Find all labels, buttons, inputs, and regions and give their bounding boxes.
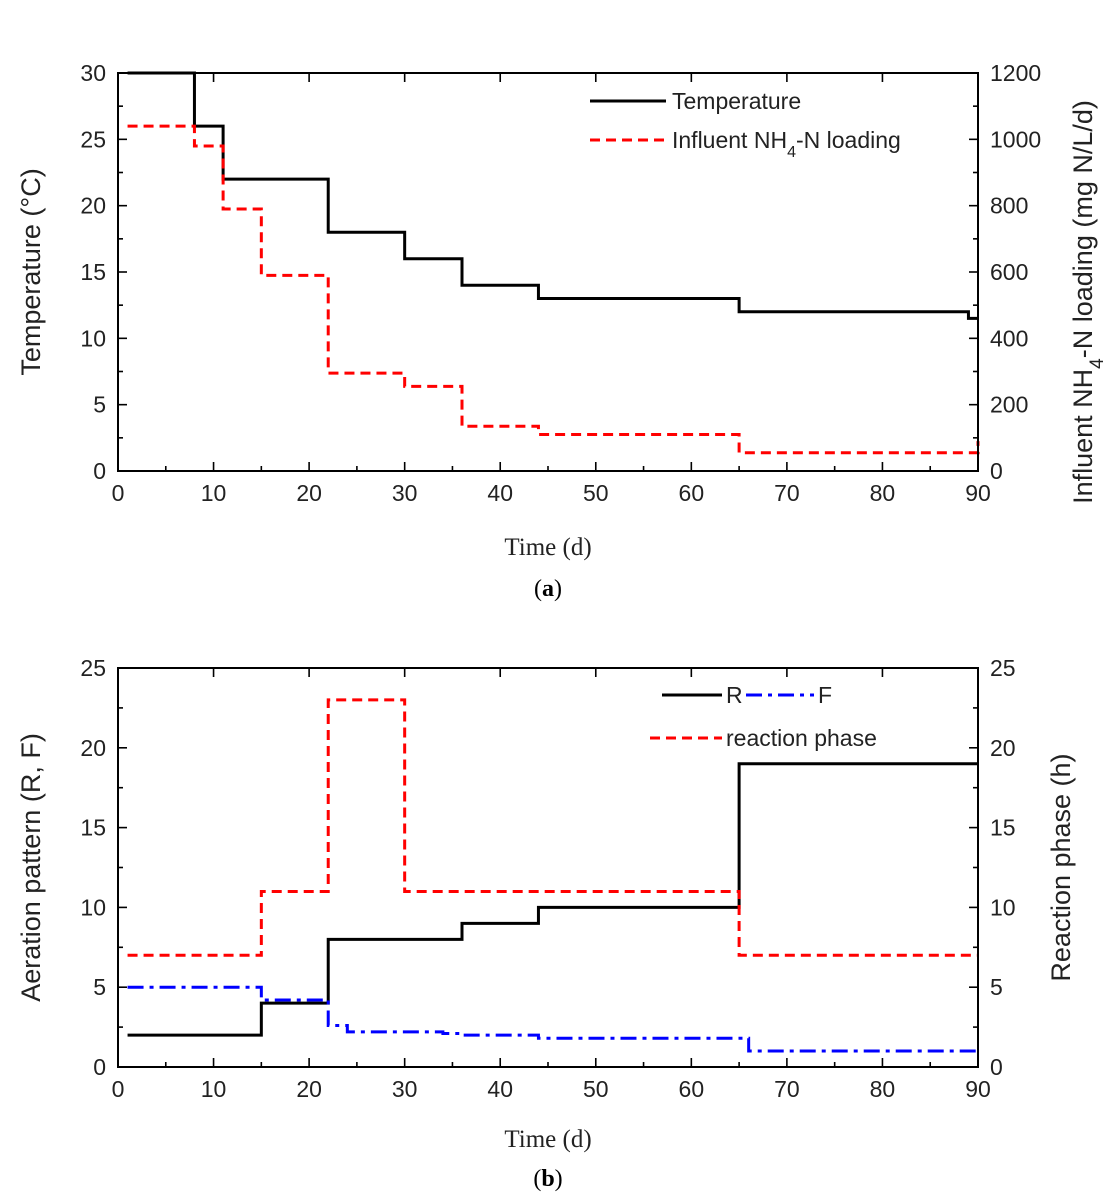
panel-a-y-axis-right: 0 200 400 600 800 1000 1200 bbox=[969, 60, 1041, 484]
x-tick-label: 20 bbox=[296, 1076, 322, 1102]
x-tick-label: 60 bbox=[679, 1076, 705, 1102]
x-tick-label: 0 bbox=[112, 480, 125, 506]
y-tick-label: 15 bbox=[80, 815, 106, 841]
x-tick-label: 10 bbox=[201, 480, 227, 506]
x-tick-label: 90 bbox=[965, 480, 991, 506]
panel-a-y2-axis-title-part: Influent NH bbox=[1068, 369, 1098, 504]
x-tick-label: 10 bbox=[201, 1076, 227, 1102]
y2-tick-label: 600 bbox=[990, 259, 1028, 285]
legend-label-f: F bbox=[818, 682, 832, 708]
panel-b-series-line-reaction-phase bbox=[127, 698, 978, 957]
panel-b-series bbox=[127, 698, 978, 1053]
panel-b-label: (b) bbox=[533, 1166, 562, 1192]
legend-label-nh4-loading-part: Influent NH bbox=[672, 127, 787, 153]
x-tick-label: 80 bbox=[870, 1076, 896, 1102]
y-tick-label: 15 bbox=[80, 259, 106, 285]
x-tick-label: 0 bbox=[112, 1076, 125, 1102]
y-tick-label: 0 bbox=[93, 458, 106, 484]
y-tick-label: 25 bbox=[80, 126, 106, 152]
legend-label-nh4-loading-part: 4 bbox=[787, 144, 796, 161]
x-tick-label: 40 bbox=[487, 1076, 513, 1102]
panel-a-y2-axis-title: Influent NH4-N loading (mg N/L/d) bbox=[1068, 100, 1107, 504]
y2-tick-label: 15 bbox=[990, 815, 1016, 841]
panel-a-y-axis-title: Temperature (°C) bbox=[16, 168, 46, 375]
panel-b-series-line-r bbox=[127, 762, 978, 1037]
panel-a-x-axis-title: Time (d) bbox=[504, 534, 591, 561]
x-tick-label: 30 bbox=[392, 480, 418, 506]
y-tick-label: 20 bbox=[80, 193, 106, 219]
panel-a-y2-axis-title-part: 4 bbox=[1087, 358, 1107, 369]
panel-label-part: ) bbox=[555, 1166, 563, 1192]
panel-a-x-axis: 0 10 20 30 40 50 60 70 80 90 bbox=[112, 73, 991, 506]
panel-label-part: b bbox=[541, 1166, 554, 1192]
y2-tick-label: 400 bbox=[990, 325, 1028, 351]
x-tick-label: 20 bbox=[296, 480, 322, 506]
y-tick-label: 5 bbox=[93, 392, 106, 418]
y-tick-label: 30 bbox=[80, 60, 106, 86]
y-tick-label: 20 bbox=[80, 735, 106, 761]
legend-label-nh4-loading-part: -N loading bbox=[796, 127, 901, 153]
y2-tick-label: 1000 bbox=[990, 126, 1041, 152]
panel-a-series bbox=[127, 71, 980, 455]
legend-label-reaction-phase: reaction phase bbox=[726, 725, 877, 751]
x-tick-label: 40 bbox=[487, 480, 513, 506]
panel-a-series-line-influent-nh4-n-loading bbox=[127, 124, 980, 455]
y2-tick-label: 1200 bbox=[990, 60, 1041, 86]
y2-tick-label: 0 bbox=[990, 458, 1003, 484]
y-tick-label: 0 bbox=[93, 1054, 106, 1080]
y-tick-label: 25 bbox=[80, 655, 106, 681]
panel-b-x-axis: 0 10 20 30 40 50 60 70 80 90 bbox=[112, 668, 991, 1102]
y-tick-label: 5 bbox=[93, 974, 106, 1000]
panel-a: 0 10 20 30 40 50 60 70 80 90051015202530020040060… bbox=[16, 60, 1107, 602]
panel-b-y-axis-title: Aeration pattern (R, F) bbox=[16, 733, 46, 1002]
panel-a-label: (a) bbox=[534, 576, 562, 602]
panel-a-y-axis-left: 0 5 10 15 20 25 30 bbox=[80, 60, 127, 484]
panel-b: 0 10 20 30 40 50 60 70 80 9005101520250510152025T… bbox=[16, 655, 1076, 1192]
panel-b-y-axis-left: 0 5 10 15 20 25 bbox=[80, 655, 127, 1080]
y2-tick-label: 10 bbox=[990, 894, 1016, 920]
y2-tick-label: 0 bbox=[990, 1054, 1003, 1080]
x-tick-label: 60 bbox=[679, 480, 705, 506]
legend-label-r: R bbox=[726, 682, 743, 708]
y2-tick-label: 200 bbox=[990, 392, 1028, 418]
x-tick-label: 80 bbox=[870, 480, 896, 506]
x-tick-label: 90 bbox=[965, 1076, 991, 1102]
panel-b-y2-axis-title: Reaction phase (h) bbox=[1046, 753, 1076, 981]
panel-b-series-line-f bbox=[127, 985, 978, 1053]
y2-tick-label: 5 bbox=[990, 974, 1003, 1000]
panel-b-y-axis-right: 0 5 10 15 20 25 bbox=[969, 655, 1016, 1080]
panel-b-x-axis-title: Time (d) bbox=[504, 1126, 591, 1153]
x-tick-label: 70 bbox=[774, 480, 800, 506]
panel-a-series-line-temperature bbox=[127, 71, 978, 320]
panel-a-y2-axis-title-part: -N loading (mg N/L/d) bbox=[1068, 100, 1098, 358]
legend-label-nh4-loading: Influent NH4-N loading bbox=[672, 127, 901, 161]
y2-tick-label: 800 bbox=[990, 193, 1028, 219]
x-tick-label: 50 bbox=[583, 1076, 609, 1102]
x-tick-label: 70 bbox=[774, 1076, 800, 1102]
y-tick-label: 10 bbox=[80, 894, 106, 920]
y2-tick-label: 20 bbox=[990, 735, 1016, 761]
panel-label-part: a bbox=[542, 576, 554, 602]
panel-label-part: ( bbox=[534, 576, 542, 602]
y2-tick-label: 25 bbox=[990, 655, 1016, 681]
y-tick-label: 10 bbox=[80, 325, 106, 351]
x-tick-label: 30 bbox=[392, 1076, 418, 1102]
legend-label-temperature-part: Temperature bbox=[672, 88, 801, 114]
legend-label-temperature: Temperature bbox=[672, 88, 801, 114]
x-tick-label: 50 bbox=[583, 480, 609, 506]
panel-label-part: ( bbox=[533, 1166, 541, 1192]
panel-a-legend: Temperature Influent NH4-N loading bbox=[590, 88, 901, 161]
panel-label-part: ) bbox=[554, 576, 562, 602]
